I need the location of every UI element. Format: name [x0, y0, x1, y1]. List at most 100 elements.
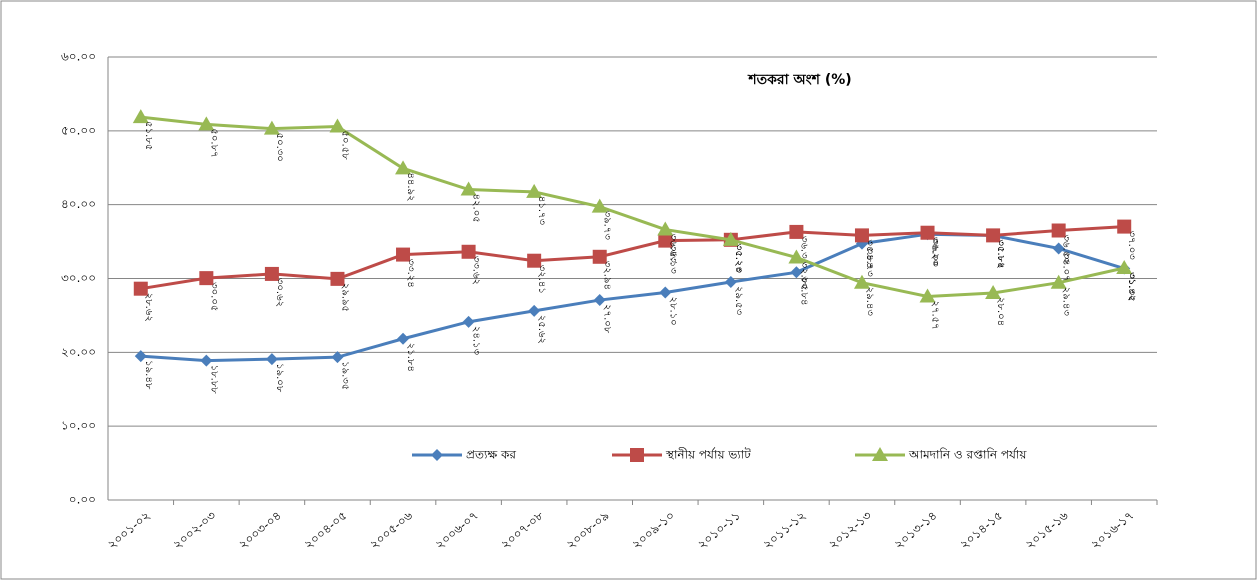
- legend-marker: [630, 448, 644, 462]
- data-label: ২৭.০৮: [602, 304, 613, 334]
- data-label: ২৯.৯৫: [339, 283, 350, 312]
- data-point: [460, 181, 477, 196]
- data-label: ৩৬.৬৩: [667, 234, 678, 264]
- data-point: [395, 160, 412, 175]
- data-label: ৩৪.৭৩: [864, 248, 875, 278]
- data-label: ২৯.৪৩: [864, 287, 875, 317]
- data-label: ৩৫.১৩: [667, 245, 678, 275]
- data-point: [132, 109, 149, 124]
- y-tick-label: ৫০.০০: [61, 123, 96, 137]
- data-label: ৩২.৪১: [536, 265, 547, 294]
- legend-marker: [431, 449, 443, 461]
- legend-label: আমদানি ও রপ্তানি পর্যায়: [908, 448, 1027, 462]
- data-point: [462, 315, 475, 328]
- data-label: ৪২.০৫: [471, 194, 482, 223]
- data-point: [985, 284, 1002, 299]
- data-label: ১৯.০৮: [274, 363, 285, 393]
- data-point: [722, 231, 739, 246]
- data-label: ৩৫.৮২: [995, 240, 1006, 269]
- data-point: [592, 249, 607, 264]
- data-label: ৩৫.২৩: [733, 244, 744, 274]
- data-point: [263, 120, 280, 135]
- data-label: ৫০.৫৮: [339, 131, 350, 161]
- data-label: ৫০.৮৭: [208, 128, 219, 157]
- data-point: [198, 116, 215, 131]
- data-label: ২৯.৪৩: [1061, 287, 1072, 317]
- data-point: [133, 281, 148, 296]
- data-point: [1052, 242, 1065, 255]
- data-label: ৩০.০৫: [208, 282, 219, 311]
- data-label: ১৮.৮৮: [208, 365, 219, 395]
- data-point: [264, 266, 279, 281]
- data-label: ৩৫.৮৪: [995, 239, 1006, 268]
- y-tick-label: ৬০.০০: [61, 50, 96, 64]
- y-tick-label: ৩০.০০: [61, 271, 96, 285]
- data-label: ৪১.৭৩: [536, 196, 547, 226]
- data-point: [1117, 219, 1132, 234]
- data-point: [854, 228, 869, 243]
- data-point: [528, 304, 541, 317]
- data-label: ৫০.৩০: [274, 133, 285, 162]
- chart-title: শতকরা অংশ (%): [747, 72, 851, 88]
- data-point: [986, 228, 1001, 243]
- data-point: [1116, 260, 1133, 275]
- data-label: ৩৭.০৩: [1126, 231, 1137, 261]
- data-label: ২৮.০৪: [995, 297, 1006, 326]
- data-point: [330, 271, 345, 286]
- data-point: [657, 221, 674, 236]
- data-point: [1050, 274, 1067, 289]
- data-label: ৩৩.৬২: [471, 256, 482, 285]
- data-point: [1051, 223, 1066, 238]
- data-point: [658, 233, 673, 248]
- data-point: [200, 354, 213, 367]
- data-point: [329, 118, 346, 133]
- data-point: [527, 253, 542, 268]
- data-label: ৩৫.৮৪: [864, 239, 875, 268]
- data-label: ৩৩.২৪: [405, 259, 416, 288]
- data-label: ২৪.১৩: [471, 326, 482, 356]
- y-tick-label: ০.০০: [69, 493, 96, 507]
- data-label: ৩৪.০৭: [1061, 252, 1072, 281]
- data-label: ৩০.৮৪: [798, 276, 809, 305]
- data-point: [593, 294, 606, 307]
- data-point: [461, 244, 476, 259]
- data-label: ২৯.৫৩: [733, 286, 744, 316]
- data-label: ১৯.৩৫: [339, 361, 350, 390]
- series-line: [140, 225, 1125, 291]
- series-line: [140, 115, 1125, 298]
- data-label: ৩১.৩৫: [1126, 273, 1137, 302]
- data-label: ৫১.৮৫: [143, 121, 154, 150]
- y-tick-label: ২০.০০: [61, 345, 96, 359]
- data-label: ৩৯.৭৩: [602, 211, 613, 241]
- data-point: [919, 288, 936, 303]
- data-label: ৩৬.২০: [930, 237, 941, 266]
- data-point: [790, 266, 803, 279]
- data-label: ২৫.৬২: [536, 315, 547, 344]
- data-point: [724, 275, 737, 288]
- data-label: ৩৬.০০: [930, 238, 941, 267]
- data-label: ২৮.১০: [667, 297, 678, 326]
- data-point: [199, 271, 214, 286]
- data-point: [659, 286, 672, 299]
- data-label: ৩২.৯৪: [602, 261, 613, 290]
- data-point: [853, 274, 870, 289]
- data-label: ৩৫.২৪: [733, 244, 744, 273]
- data-label: ১৯.৪৮: [143, 360, 154, 390]
- data-point: [265, 353, 278, 366]
- data-point: [397, 332, 410, 345]
- data-point: [788, 249, 805, 264]
- data-point: [526, 183, 543, 198]
- data-label: ৩৬.৫০: [1061, 235, 1072, 264]
- legend-label: স্থানীয় পর্যায় ভ্যাট: [665, 448, 751, 462]
- data-label: ৩৬.৩১: [798, 236, 809, 265]
- data-label: ২১.৮৪: [405, 343, 416, 372]
- y-tick-label: ৪০.০০: [61, 197, 96, 211]
- data-point: [789, 224, 804, 239]
- data-label: ৩০.৬২: [274, 278, 285, 307]
- y-tick-label: ১০.০০: [61, 419, 96, 433]
- data-point: [134, 350, 147, 363]
- data-point: [331, 351, 344, 364]
- data-point: [591, 198, 608, 213]
